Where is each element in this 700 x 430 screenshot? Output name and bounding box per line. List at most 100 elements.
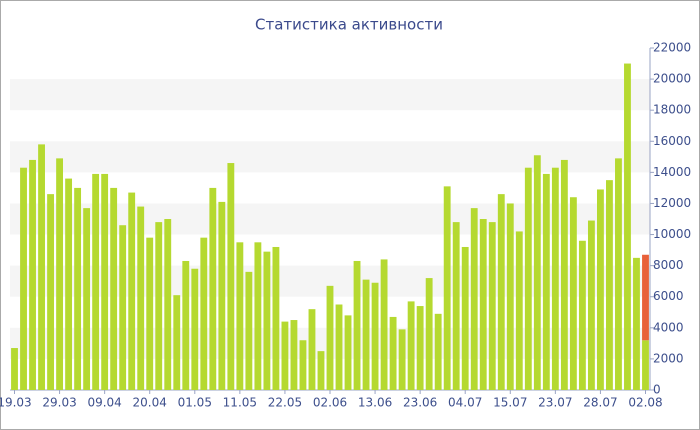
bar <box>371 282 379 390</box>
bar <box>191 268 199 390</box>
x-tick-label: 15.07 <box>493 396 527 410</box>
bar <box>515 231 523 390</box>
bar <box>578 240 586 390</box>
bar <box>497 194 505 390</box>
grid-band <box>10 141 650 173</box>
x-tick-label: 13.06 <box>358 396 392 410</box>
bar <box>606 180 613 390</box>
bar <box>227 163 235 390</box>
bar <box>452 222 460 390</box>
bar <box>642 254 649 341</box>
bar <box>38 144 45 390</box>
bar <box>101 173 109 390</box>
bar <box>326 285 334 390</box>
bar <box>209 187 217 390</box>
bar <box>443 186 451 390</box>
x-tick-label: 29.03 <box>42 396 76 410</box>
bar <box>335 304 343 390</box>
x-tick-label: 04.07 <box>448 396 482 410</box>
y-tick-label: 12000 <box>653 196 691 210</box>
x-tick-label: 28.07 <box>583 396 617 410</box>
bar <box>317 351 325 390</box>
bar <box>642 340 649 390</box>
bar <box>299 340 307 390</box>
bar <box>74 187 82 390</box>
bar <box>83 208 91 390</box>
bar <box>506 203 514 390</box>
bar <box>200 237 208 390</box>
y-tick-label: 20000 <box>653 72 691 86</box>
bar <box>344 315 352 390</box>
grid-band <box>10 79 650 111</box>
x-tick-label: 22.05 <box>268 396 302 410</box>
y-tick-label: 10000 <box>653 227 691 241</box>
y-tick-label: 14000 <box>653 165 691 179</box>
y-tick-label: 4000 <box>653 320 684 334</box>
bar <box>624 63 631 390</box>
y-tick-label: 2000 <box>653 351 684 365</box>
x-tick-label: 02.06 <box>313 396 347 410</box>
bar <box>290 320 298 390</box>
bar <box>119 225 127 390</box>
bar <box>380 259 388 390</box>
bar <box>263 251 271 390</box>
bar <box>56 158 64 390</box>
bar <box>479 219 487 390</box>
y-tick-label: 8000 <box>653 258 684 272</box>
bar <box>551 167 559 390</box>
bar <box>308 309 316 390</box>
bar <box>398 329 406 390</box>
bar <box>569 197 577 390</box>
bar <box>92 173 100 390</box>
x-tick-label: 01.05 <box>178 396 212 410</box>
bar <box>560 159 568 390</box>
x-tick-label: 23.06 <box>403 396 437 410</box>
bar <box>173 295 181 390</box>
bar <box>254 242 262 390</box>
bar <box>47 194 54 390</box>
x-tick-label: 19.03 <box>0 396 32 410</box>
bar <box>20 167 27 390</box>
bar <box>110 187 118 390</box>
y-tick-label: 22000 <box>653 41 691 55</box>
x-tick-label: 02.08 <box>628 396 662 410</box>
y-tick-label: 18000 <box>653 103 691 117</box>
bar <box>416 306 424 390</box>
x-tick-label: 11.05 <box>223 396 257 410</box>
bar <box>524 167 532 390</box>
bar <box>29 159 36 390</box>
x-tick-label: 09.04 <box>87 396 121 410</box>
bar <box>633 257 640 390</box>
y-tick-label: 0 <box>653 383 661 397</box>
y-tick-label: 16000 <box>653 134 691 148</box>
bar <box>542 173 550 390</box>
bar <box>146 237 154 390</box>
bar <box>488 222 496 390</box>
y-tick-label: 6000 <box>653 289 684 303</box>
bar <box>281 321 289 390</box>
bar <box>425 278 433 390</box>
bar <box>533 155 541 390</box>
bar <box>128 192 136 390</box>
bar <box>389 316 397 390</box>
bar <box>155 222 163 390</box>
bar <box>245 271 253 390</box>
chart-title: Статистика активности <box>255 16 443 34</box>
x-tick-label: 20.04 <box>133 396 167 410</box>
bar <box>236 242 244 390</box>
bar <box>587 220 595 390</box>
x-tick-label: 23.07 <box>538 396 572 410</box>
bar <box>218 201 226 390</box>
bar <box>182 260 190 390</box>
bar <box>470 208 478 390</box>
bar <box>65 178 73 390</box>
bar <box>434 313 442 390</box>
bar <box>272 246 280 390</box>
bar <box>407 301 415 390</box>
bar <box>461 246 469 390</box>
bar <box>362 279 370 390</box>
bar <box>615 158 622 390</box>
bar <box>137 206 145 390</box>
bar <box>353 260 361 390</box>
